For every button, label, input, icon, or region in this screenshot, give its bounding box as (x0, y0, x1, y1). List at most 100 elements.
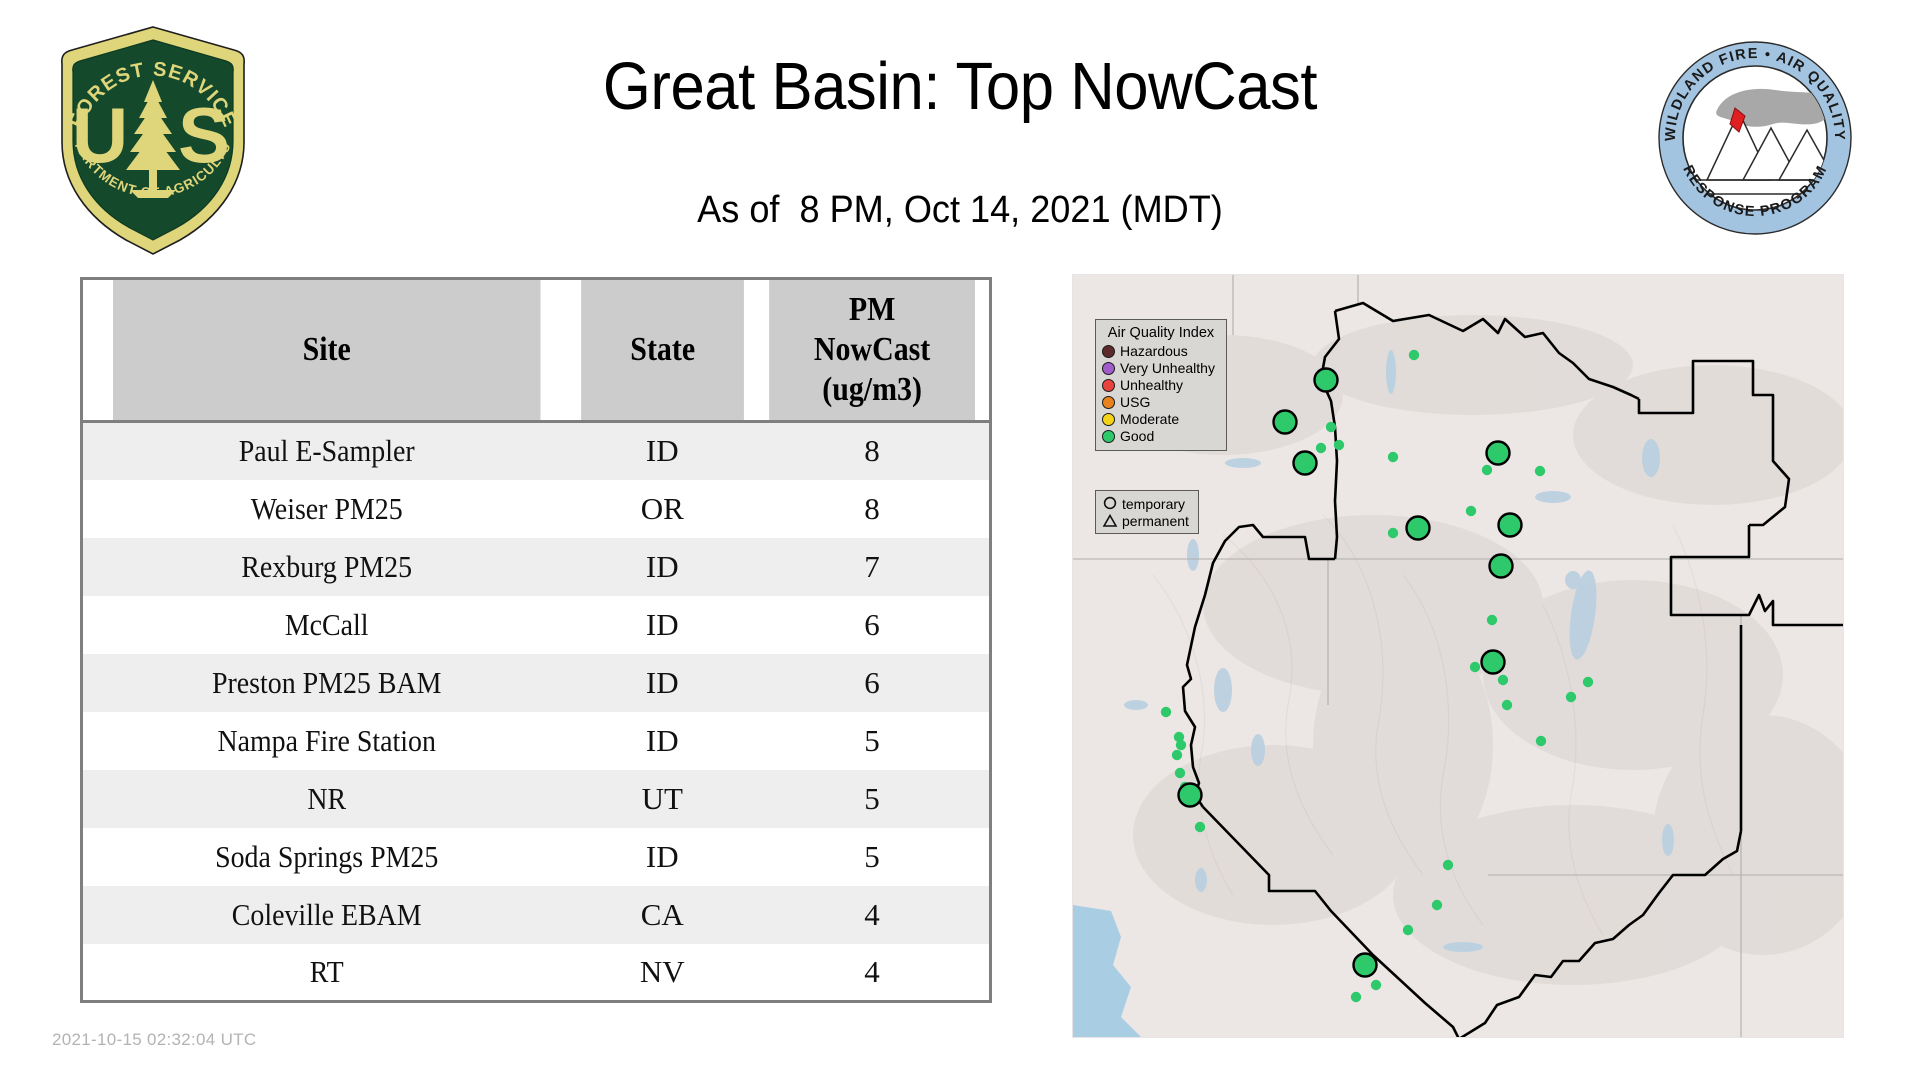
legend-row-temporary: temporary (1102, 495, 1192, 512)
table-cell-value: 8 (864, 433, 880, 469)
map-marker-small-good (1402, 924, 1414, 936)
aqi-legend-title: Air Quality Index (1107, 325, 1215, 341)
legend-row-permanent: permanent (1102, 512, 1192, 529)
map-marker-monitor-good[interactable] (1405, 515, 1431, 541)
map-marker-small-good (1387, 451, 1399, 463)
map-marker-small-good (1171, 749, 1183, 761)
column-header-pm-line2: NowCast (813, 331, 931, 368)
table-cell-value: 6 (864, 606, 880, 642)
table-cell-state: ID (645, 606, 679, 642)
table-cell-site: RT (309, 953, 344, 989)
map-svg[interactable] (1073, 275, 1844, 1038)
map-marker-small-good (1315, 442, 1327, 454)
map-marker-small-good (1582, 676, 1594, 688)
table-row[interactable]: NR UT 5 (81, 769, 991, 828)
map-markers-large-group[interactable] (1177, 367, 1523, 978)
flame-icon (1729, 107, 1746, 133)
map-marker-small-good (1442, 859, 1454, 871)
aqi-legend-label: Hazardous (1120, 343, 1188, 359)
map-marker-monitor-good[interactable] (1488, 553, 1514, 579)
map-marker-monitor-good[interactable] (1177, 782, 1203, 808)
aqi-swatch-icon (1102, 362, 1115, 375)
map-ocean (1073, 905, 1141, 1037)
table-row[interactable]: Nampa Fire Station ID 5 (81, 711, 991, 770)
table-row[interactable]: Coleville EBAM CA 4 (81, 885, 991, 944)
map-marker-small-good (1565, 691, 1577, 703)
aqi-swatch-icon (1102, 430, 1115, 443)
table-row[interactable]: Soda Springs PM25 ID 5 (81, 827, 991, 886)
wildland-fire-air-quality-response-program-logo: WILDLAND FIRE • AIR QUALITY RESPONSE PRO… (1655, 38, 1855, 238)
table-cell-site: Rexburg PM25 (240, 548, 412, 584)
column-header-state[interactable]: State (580, 278, 744, 423)
table-cell-site: NR (306, 780, 346, 816)
table-cell-value: 4 (864, 953, 880, 989)
table-row[interactable]: Weiser PM25 OR 8 (81, 479, 991, 538)
column-header-pm-nowcast[interactable]: PM NowCast (ug/m3) (769, 278, 977, 423)
table-cell-state: ID (645, 838, 679, 874)
aqi-swatch-icon (1102, 413, 1115, 426)
page-title: Great Basin: Top NowCast (602, 49, 1318, 124)
table-cell-state: ID (645, 722, 679, 758)
table-row[interactable]: Paul E-Sampler ID 8 (81, 421, 991, 480)
wfaqrp-svg: WILDLAND FIRE • AIR QUALITY RESPONSE PRO… (1658, 41, 1852, 235)
table-cell-value: 5 (864, 838, 880, 874)
usfs-shield-svg: U S FOREST SERVICE DEPARTMENT OF AGRICUL… (43, 10, 245, 255)
table-cell-value: 4 (864, 896, 880, 932)
aqi-legend-label: USG (1120, 394, 1151, 410)
column-header-site[interactable]: Site (110, 278, 541, 423)
triangle-icon (1102, 513, 1118, 527)
map-marker-small-good (1534, 465, 1546, 477)
table-header-row: Site State PM NowCast (ug/m3) (82, 278, 991, 423)
table-cell-value: 8 (864, 490, 880, 526)
map-marker-small-good (1370, 979, 1382, 991)
table-cell-state: NV (639, 953, 685, 989)
shield-letter-s: S (178, 91, 230, 179)
aqi-legend-row: Good (1102, 428, 1220, 445)
table-cell-site: Paul E-Sampler (238, 433, 415, 469)
air-quality-map[interactable]: Air Quality Index Hazardous Very Unhealth… (1072, 274, 1844, 1038)
table-header: Site State PM NowCast (ug/m3) (82, 278, 991, 423)
map-marker-monitor-good[interactable] (1313, 367, 1339, 393)
table-row[interactable]: RT NV 4 (81, 943, 991, 1002)
table-cell-value: 6 (864, 664, 880, 700)
generated-timestamp: 2021-10-15 02:32:04 UTC (52, 1030, 257, 1049)
map-marker-small-good (1387, 527, 1399, 539)
table-row[interactable]: Preston PM25 BAM ID 6 (81, 653, 991, 712)
map-marker-monitor-good[interactable] (1497, 512, 1523, 538)
map-marker-monitor-good[interactable] (1480, 649, 1506, 675)
column-header-pm-line1: PM (848, 291, 896, 328)
aqi-legend-label: Good (1120, 428, 1155, 444)
map-marker-monitor-good[interactable] (1292, 450, 1318, 476)
table-cell-site: McCall (284, 606, 369, 642)
map-marker-small-good (1173, 731, 1185, 743)
aqi-swatch-icon (1102, 379, 1115, 392)
map-marker-small-good (1497, 674, 1509, 686)
aqi-legend-row: Very Unhealthy (1102, 360, 1220, 377)
table-cell-state: ID (645, 433, 679, 469)
map-marker-small-good (1194, 821, 1206, 833)
legend-label-temporary: temporary (1122, 495, 1186, 512)
map-marker-monitor-good[interactable] (1485, 440, 1511, 466)
table-cell-state: UT (641, 780, 683, 816)
table-row[interactable]: Rexburg PM25 ID 7 (81, 537, 991, 596)
pine-tree-icon (126, 80, 180, 198)
table-cell-state: ID (645, 548, 679, 584)
table-cell-site: Nampa Fire Station (216, 722, 436, 758)
circle-icon (1103, 496, 1117, 509)
map-marker-small-good (1175, 739, 1187, 751)
legend-label-permanent: permanent (1122, 512, 1189, 529)
map-marker-small-good (1333, 439, 1345, 451)
usfs-shield-logo: U S FOREST SERVICE DEPARTMENT OF AGRICUL… (43, 10, 258, 257)
map-marker-small-good (1535, 735, 1547, 747)
site-type-legend: temporary permanent (1095, 490, 1199, 534)
map-marker-monitor-good[interactable] (1272, 409, 1298, 435)
aqi-swatch-icon (1102, 345, 1115, 358)
table-cell-state: OR (640, 490, 684, 526)
table-cell-site: Coleville EBAM (231, 896, 422, 932)
table-row[interactable]: McCall ID 6 (81, 595, 991, 654)
logo-scene (1683, 88, 1827, 195)
map-marker-monitor-good[interactable] (1352, 952, 1378, 978)
map-marker-small-good (1486, 614, 1498, 626)
aqi-legend-row: USG (1102, 394, 1220, 411)
